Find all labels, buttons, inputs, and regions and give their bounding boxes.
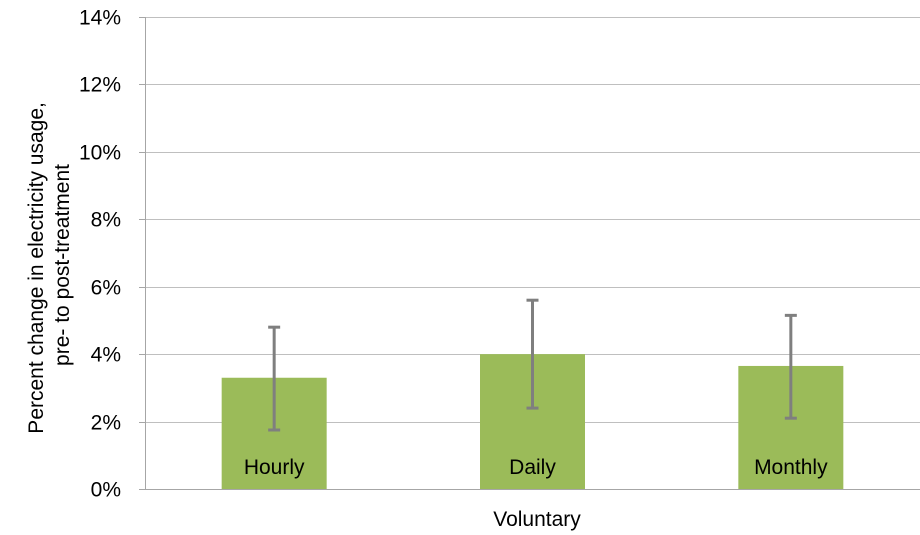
y-tick-label: 0%: [91, 479, 121, 502]
y-axis-title-line-1: Percent change in electricity usage,: [25, 102, 48, 434]
y-tick-label: 14%: [79, 7, 121, 30]
y-tick-label: 12%: [79, 74, 121, 97]
category-label-hourly: Hourly: [244, 456, 305, 479]
axes: [139, 17, 920, 490]
y-tick-label: 2%: [91, 412, 121, 435]
y-axis-title: Percent change in electricity usage, pre…: [25, 96, 74, 433]
bar-labels: Hourly Daily Monthly: [244, 456, 828, 479]
y-tick-label: 10%: [79, 142, 121, 165]
y-tick-labels: 0% 2% 4% 6% 8% 10% 12% 14%: [79, 7, 121, 502]
category-label-monthly: Monthly: [754, 456, 828, 479]
y-tick-label: 4%: [91, 344, 121, 367]
y-axis-title-line-2: pre- to post-treatment: [51, 164, 74, 366]
category-label-daily: Daily: [509, 456, 556, 479]
error-bars: [268, 298, 797, 432]
x-axis-title: Voluntary: [493, 508, 581, 531]
y-tick-label: 8%: [91, 209, 121, 232]
y-tick-label: 6%: [91, 277, 121, 300]
